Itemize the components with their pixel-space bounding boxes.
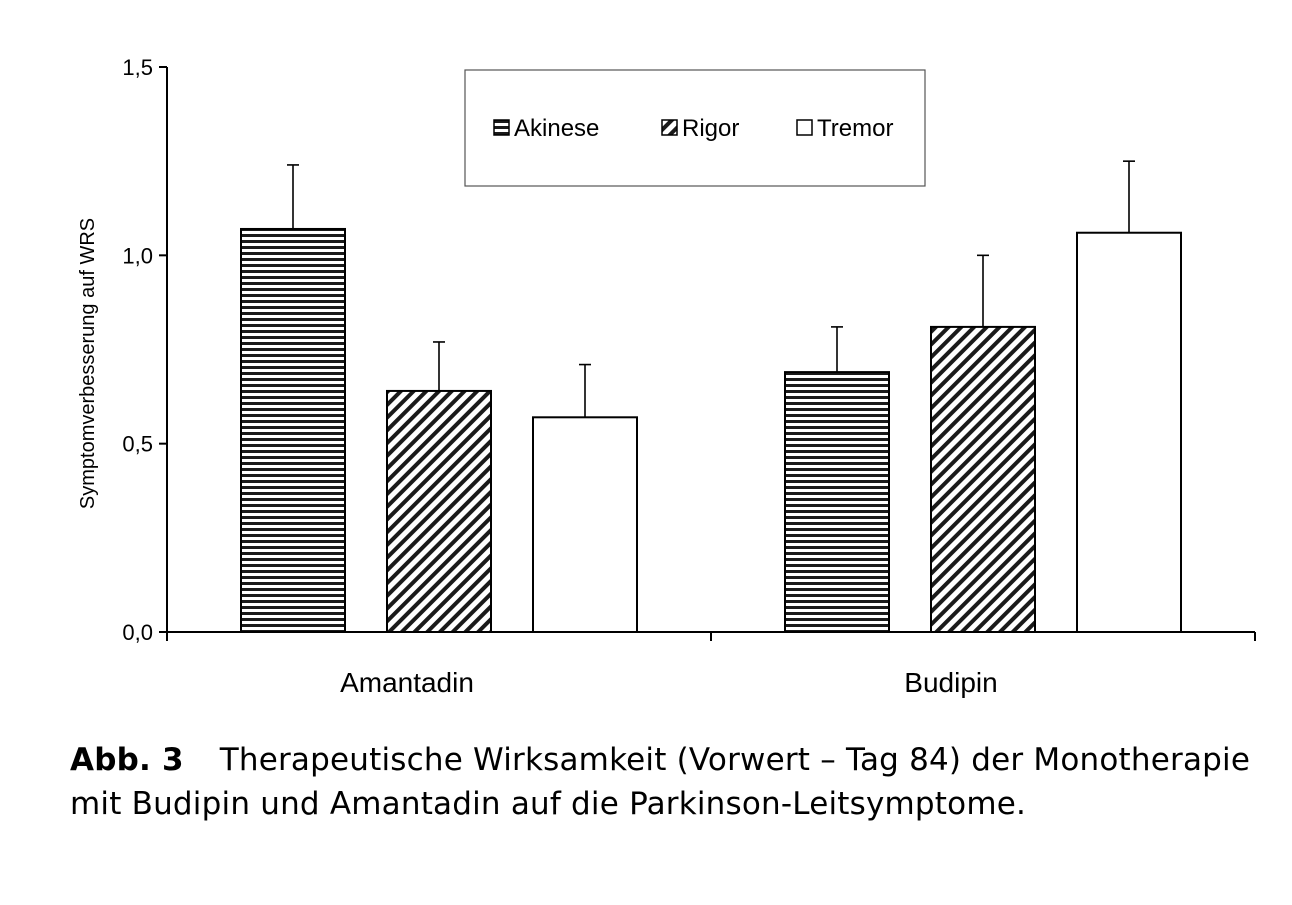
bar-chart: 0,0 0,5 1,0 1,5 Symptomverbesserung auf WRS A… — [77, 55, 1256, 698]
legend-label-akinese: Akinese — [514, 115, 599, 142]
legend-swatch-akinese — [493, 119, 510, 136]
bar-akinese-budipin — [784, 371, 890, 633]
legend-swatch-tremor — [796, 119, 813, 136]
y-tick-label: 1,0 — [122, 243, 153, 268]
caption-text: Therapeutische Wirksamkeit (Vorwert – Ta… — [70, 742, 1251, 822]
legend-label-rigor: Rigor — [682, 115, 739, 142]
figure-caption: Abb. 3 Therapeutische Wirksamkeit (Vorwer… — [70, 738, 1260, 826]
bar-rigor-amantadin — [386, 389, 492, 633]
x-category-label: Budipin — [904, 667, 997, 698]
y-axis-label: Symptomverbesserung auf WRS — [77, 218, 99, 509]
bar-akinese-amantadin — [240, 227, 346, 633]
bar-tremor-amantadin — [532, 416, 638, 633]
y-tick-label: 0,5 — [122, 432, 153, 457]
y-tick-label: 1,5 — [122, 55, 153, 80]
bar-rigor-budipin — [930, 325, 1036, 633]
x-category-label: Amantadin — [340, 667, 474, 698]
legend-label-tremor: Tremor — [817, 115, 893, 142]
legend-swatch-rigor — [661, 119, 678, 136]
legend-box — [464, 69, 926, 187]
caption-label: Abb. 3 — [70, 742, 184, 778]
bar-tremor-budipin — [1076, 231, 1182, 633]
y-tick-label: 0,0 — [122, 620, 153, 645]
